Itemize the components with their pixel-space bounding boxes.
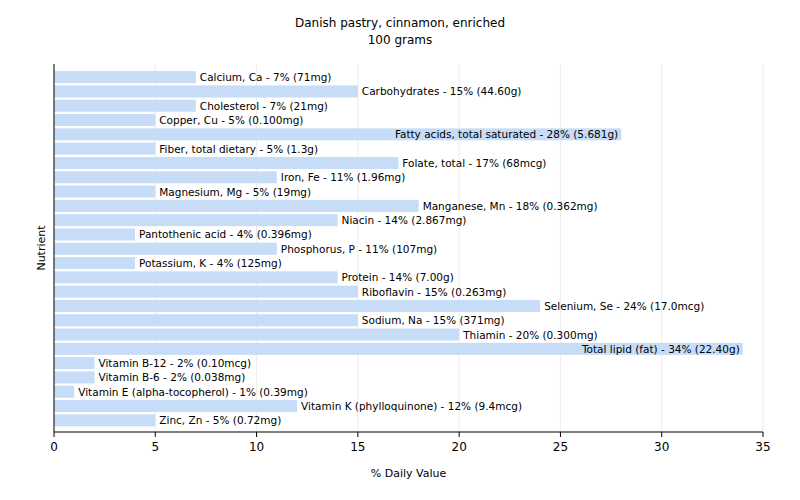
category-label: Calcium, Ca - 7% (71mg) [200,71,332,83]
chart: Danish pastry, cinnamon, enriched 100 gra… [0,0,800,500]
bars [54,71,743,426]
bar [54,300,540,312]
category-label: Magnesium, Mg - 5% (19mg) [159,186,311,198]
bar [54,343,743,355]
bar [54,228,135,240]
bar [54,243,277,255]
bar [54,85,358,97]
category-label: Protein - 14% (7.00g) [342,271,454,283]
category-label: Manganese, Mn - 18% (0.362mg) [423,200,598,212]
category-label: Pantothenic acid - 4% (0.396mg) [139,228,312,240]
bar [54,100,196,112]
x-tick-label: 20 [452,440,467,454]
category-label: Vitamin B-6 - 2% (0.038mg) [99,371,246,383]
bar [54,371,95,383]
x-tick-label: 10 [249,440,264,454]
x-tick [763,432,764,437]
bar [54,357,95,369]
bar [54,71,196,83]
x-axis-label: % Daily Value [371,467,447,480]
category-label: Potassium, K - 4% (125mg) [139,257,282,269]
bar [54,157,398,169]
x-tick [459,432,460,437]
category-label: Niacin - 14% (2.867mg) [342,214,467,226]
category-label: Vitamin B-12 - 2% (0.10mcg) [99,357,252,369]
bar-labels: Calcium, Ca - 7% (71mg) Carbohydrates - 1… [78,71,739,426]
x-tick [54,432,55,437]
category-label: Phosphorus, P - 11% (107mg) [281,243,437,255]
x-tick [155,432,156,437]
category-label: Riboflavin - 15% (0.263mg) [362,286,506,298]
bar [54,257,135,269]
bar [54,114,155,126]
category-label: Total lipid (fat) - 34% (22.40g) [581,343,740,355]
category-label: Vitamin K (phylloquinone) - 12% (9.4mcg) [301,400,522,412]
category-label: Folate, total - 17% (68mcg) [402,157,546,169]
bar [54,414,155,426]
bar [54,386,74,398]
category-label: Copper, Cu - 5% (0.100mg) [159,114,303,126]
bar [54,286,358,298]
bar [54,271,338,283]
x-tick-label: 25 [553,440,568,454]
bar [54,214,338,226]
category-label: Carbohydrates - 15% (44.60g) [362,85,522,97]
grid-line [54,64,55,432]
bar [54,171,277,183]
bar [54,400,297,412]
category-label: Sodium, Na - 15% (371mg) [362,314,505,326]
category-label: Cholesterol - 7% (21mg) [200,100,328,112]
grid-line [763,64,764,432]
category-label: Selenium, Se - 24% (17.0mcg) [544,300,704,312]
category-label: Thiamin - 20% (0.300mg) [462,329,598,341]
x-tick-label: 0 [50,440,58,454]
bar [54,329,459,341]
category-label: Fatty acids, total saturated - 28% (5.68… [395,128,618,140]
y-axis [54,64,55,432]
bar [54,143,155,155]
bar [54,186,155,198]
bar [54,200,419,212]
category-label: Fiber, total dietary - 5% (1.3g) [159,143,318,155]
y-axis-label: Nutrient [35,225,48,271]
x-tick [256,432,257,437]
bar [54,314,358,326]
grid-line [459,64,460,432]
x-tick [560,432,561,437]
x-tick [661,432,662,437]
bar [54,128,621,140]
grid-line [560,64,561,432]
category-label: Zinc, Zn - 5% (0.72mg) [159,414,281,426]
category-label: Iron, Fe - 11% (1.96mg) [281,171,405,183]
category-label: Vitamin E (alpha-tocopherol) - 1% (0.39m… [78,386,308,398]
x-tick-label: 5 [151,440,159,454]
x-tick-label: 35 [755,440,770,454]
x-axis [54,432,763,433]
x-tick [357,432,358,437]
title: Danish pastry, cinnamon, enriched [295,16,505,30]
x-tick-label: 30 [654,440,669,454]
grid-line [661,64,662,432]
x-tick-label: 15 [350,440,365,454]
subtitle: 100 grams [368,33,433,47]
